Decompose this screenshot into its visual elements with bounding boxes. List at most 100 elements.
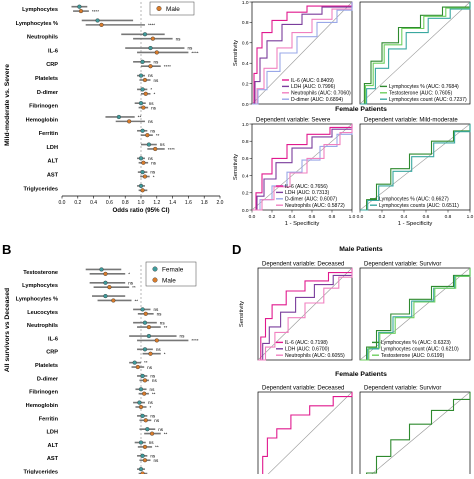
forest-b-sig-male: **: [152, 391, 156, 396]
forest-a-x-tick-label: 0.8: [122, 200, 129, 206]
forest-a-point-male: [99, 22, 104, 27]
roc-female-left-legend-label: IL-6 (AUC: 0.7656): [285, 184, 328, 190]
forest-a-point-female: [140, 59, 145, 64]
roc-d-female-right-subtitle: Dependent variable: Survivor: [364, 386, 441, 392]
roc-female-right-x-tick-label: 0.6: [423, 214, 430, 220]
forest-a-sig-male: ns: [153, 78, 159, 83]
forest-a-point-female: [142, 32, 148, 37]
roc-female-left-x-tick-label: 0.4: [289, 214, 296, 220]
roc-d-male-left-subtitle: Dependent variable: Deceased: [262, 262, 344, 268]
forest-a-point-female: [140, 170, 145, 175]
roc-female-left-y-tick-label: 0.2: [242, 191, 249, 197]
forest-a-point-male: [140, 188, 145, 193]
forest-b-point-female: [103, 293, 108, 299]
forest-a-point-male: [142, 77, 148, 83]
roc-female-left-x-tick-label: 0.8: [329, 214, 336, 220]
forest-a-point-male: [141, 105, 146, 110]
forest-b-row-label: Neutrophils: [27, 323, 58, 329]
roc-female-group-title: Female Patients: [335, 106, 387, 113]
forest-b-sig-male: ns: [157, 312, 163, 317]
forest-a-x-tick-label: 1.4: [169, 200, 176, 206]
forest-b-row-label: Platelets: [35, 363, 58, 369]
forest-b-sig-male: *: [128, 272, 130, 277]
forest-a-x-tick-label: 0.4: [90, 200, 97, 206]
roc-d-male-left-series-line: [258, 268, 353, 361]
forest-a-x-tick-label: 1.0: [138, 200, 145, 206]
forest-b-point-male: [142, 458, 148, 463]
roc-female-right-series-line: [360, 124, 471, 211]
forest-b-sig-male: ****: [191, 338, 198, 343]
forest-a-sig-male: ****: [191, 50, 198, 55]
forest-b-row-label: IL-6: [48, 336, 58, 342]
forest-b-sig-male: *: [164, 352, 166, 357]
forest-b-point-male: [142, 444, 148, 450]
forest-b-sig-male: ns: [147, 365, 153, 370]
forest-a-row-label: Lymphocytes %: [16, 21, 58, 27]
forest-b-row-label: Lymphocytes %: [16, 296, 58, 302]
roc-female-right-x-label: 1 - Specificity: [398, 221, 433, 227]
roc-top-left-legend-label: LDH (AUC: 0.7996): [291, 84, 335, 90]
forest-b-row-label: Testosterone: [23, 270, 58, 276]
roc-female-right-legend-label: Lymphocytes % (AUC: 0.6627): [379, 197, 449, 203]
roc-female-right-legend-label: Lymphocytes counts (AUC: 0.6511): [379, 203, 459, 209]
forest-b-row-label: LDH: [47, 430, 59, 436]
forest-a-legend-box: [149, 1, 195, 16]
roc-d-female-right-diagonal: [365, 391, 471, 479]
forest-b-point-female: [103, 280, 108, 285]
forest-a-row-label: Platelets: [35, 76, 58, 82]
forest-b-row-label: ALT: [48, 443, 59, 449]
forest-a-point-male: [127, 119, 132, 124]
forest-b-point-male: [142, 391, 147, 396]
roc-top-right-legend-label: Lymphocytes % (AUC: 0.7684): [389, 84, 459, 90]
forest-b-sig-male: ns: [153, 458, 159, 463]
forest-b-sig-female: ns: [153, 307, 159, 312]
forest-a-point-female: [95, 18, 100, 23]
forest-b-legend-marker-female: [152, 266, 158, 272]
roc-d-female-left-series-line: [262, 392, 353, 479]
forest-a-sig-female: ns: [153, 59, 159, 64]
forest-b-point-male: [143, 418, 148, 423]
roc-female-left-series-line: [252, 124, 353, 211]
forest-a-row-label: Hemoglobin: [26, 117, 59, 123]
forest-a-row-label: AST: [47, 173, 59, 179]
forest-a-point-male: [148, 64, 153, 69]
roc-top-left-y-tick-label: 0.6: [242, 41, 249, 47]
forest-a-point-female: [140, 128, 145, 133]
roc-female-left-x-tick-label: 0.6: [309, 214, 316, 220]
forest-a-sig-male: *: [153, 174, 155, 179]
roc-female-left-y-tick-label: 0.8: [242, 139, 249, 145]
roc-top-left-y-tick-label: 0.0: [242, 102, 249, 108]
roc-female-left-legend-label: D-dimer (AUC: 0.6007): [285, 197, 337, 203]
forest-b-sig-male: **: [155, 445, 159, 450]
forest-b-row-label: Leucocytes: [27, 310, 58, 316]
forest-a-point-female: [146, 142, 151, 147]
forest-a-row-label: CRP: [46, 62, 58, 68]
roc-top-right-series-line: [360, 2, 471, 105]
forest-b-legend-label-female: Female: [162, 267, 184, 274]
forest-a-point-female: [138, 183, 144, 189]
forest-b-point-female: [138, 387, 144, 392]
forest-b-legend-marker-male: [152, 277, 158, 283]
forest-a-x-tick-label: 0.0: [59, 200, 66, 206]
roc-d-male-right-legend-label: Lymphocytes % (AUC: 0.6323): [381, 340, 451, 346]
roc-female-right-x-tick-label: 0.4: [401, 214, 408, 220]
forest-b-point-female: [146, 333, 151, 339]
forest-b-point-female: [137, 400, 142, 405]
forest-a-sig-male: ****: [148, 23, 155, 28]
forest-b-point-female: [140, 453, 145, 458]
roc-d-male-right-series-line: [360, 268, 471, 361]
roc-female-left-x-tick-label: 0.0: [249, 214, 256, 220]
forest-a-point-female: [148, 45, 153, 51]
forest-a-legend-marker: [156, 5, 162, 11]
forest-a-point-female: [116, 114, 121, 120]
forest-a-point-female: [138, 73, 144, 78]
forest-b-sig-male: ns: [154, 418, 160, 423]
forest-a-sig-female: ns: [187, 46, 193, 51]
roc-top-left-series-line: [252, 2, 353, 105]
forest-b-point-female: [140, 413, 145, 418]
roc-d-male-left-series-line: [258, 268, 353, 361]
forest-a-point-male: [141, 160, 146, 165]
roc-top-left-series-line: [252, 2, 353, 105]
roc-d-female-left-diagonal: [262, 391, 353, 479]
